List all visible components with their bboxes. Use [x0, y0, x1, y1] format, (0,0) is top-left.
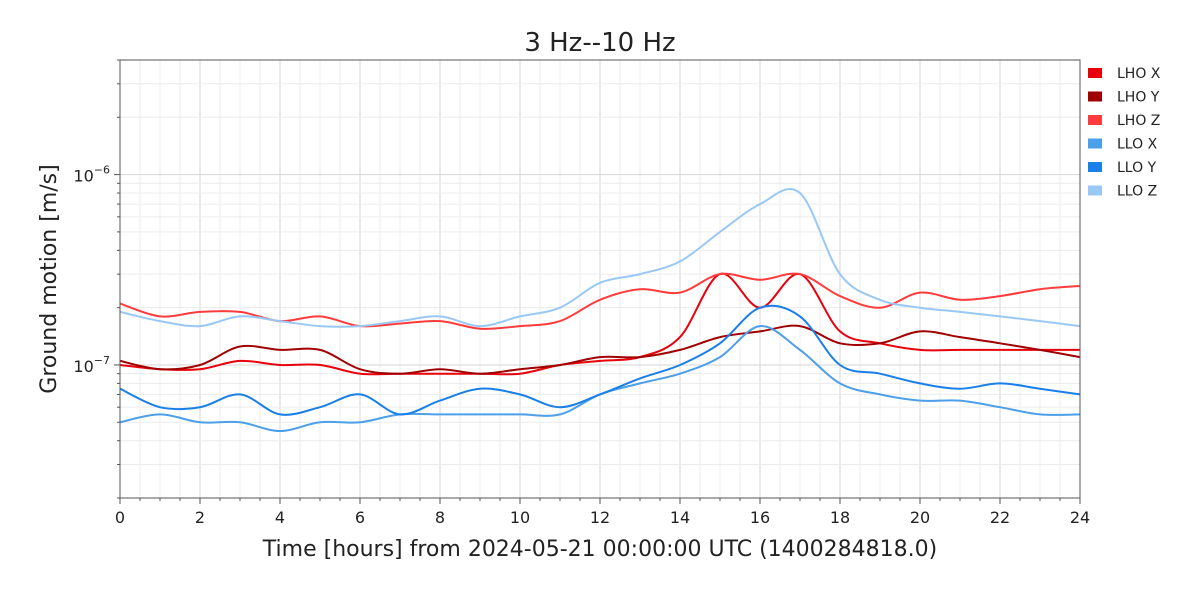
- legend-label-llo-z: LLO Z: [1117, 184, 1157, 200]
- x-tick-label: 0: [115, 508, 125, 527]
- plot-area: [120, 187, 1080, 432]
- series-line-llo-y: [120, 304, 1080, 416]
- y-axis-label: Ground motion [m/s]: [37, 164, 62, 393]
- legend-label-llo-x: LLO X: [1117, 137, 1158, 153]
- legend: LHO X LHO Y LHO Z LLO X LLO Y LLO Z: [1088, 66, 1161, 200]
- x-tick-label: 10: [510, 508, 530, 527]
- x-tick-label: 14: [670, 508, 690, 527]
- x-tick-label: 4: [275, 508, 285, 527]
- legend-swatch-llo-y: [1088, 162, 1102, 172]
- x-axis-label: Time [hours] from 2024-05-21 00:00:00 UT…: [262, 537, 937, 562]
- legend-label-lho-z: LHO Z: [1117, 113, 1160, 129]
- legend-swatch-llo-z: [1088, 185, 1102, 196]
- legend-label-lho-y: LHO Y: [1117, 90, 1160, 106]
- x-tick-label: 12: [590, 508, 610, 527]
- legend-label-lho-x: LHO X: [1117, 66, 1161, 82]
- series-line-llo-z: [120, 187, 1080, 328]
- x-tick-label: 20: [910, 508, 930, 527]
- y-tick-label: 10−7: [73, 354, 110, 376]
- x-tick-label: 2: [195, 508, 205, 527]
- legend-swatch-llo-x: [1088, 138, 1102, 149]
- x-tick-label: 18: [830, 508, 850, 527]
- grid: [119, 59, 1081, 499]
- chart-title: 3 Hz--10 Hz: [524, 28, 675, 58]
- series-line-lho-y: [120, 324, 1080, 375]
- axes-frame: [119, 59, 1081, 499]
- legend-swatch-lho-x: [1088, 68, 1102, 78]
- x-tick-label: 8: [435, 508, 445, 527]
- legend-label-llo-y: LLO Y: [1117, 160, 1157, 176]
- x-tick-label: 6: [355, 508, 365, 527]
- x-tick-label: 22: [990, 508, 1010, 527]
- series-line-lho-x: [120, 272, 1080, 376]
- legend-swatch-lho-z: [1088, 115, 1102, 125]
- x-tick-label: 16: [750, 508, 770, 527]
- x-tick-label: 24: [1070, 508, 1090, 527]
- y-tick-label: 10−6: [73, 164, 110, 186]
- legend-swatch-lho-y: [1088, 91, 1102, 102]
